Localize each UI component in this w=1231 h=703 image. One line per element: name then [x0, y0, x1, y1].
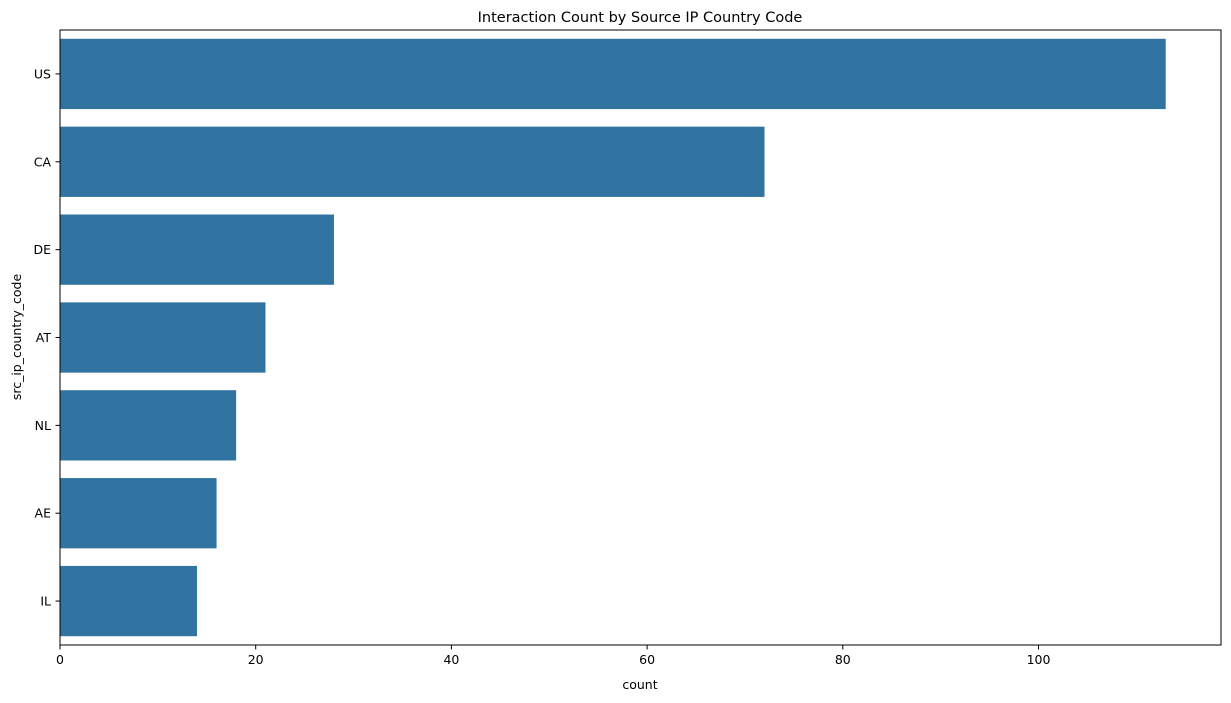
- y-tick-label: AT: [36, 330, 52, 345]
- bar-nl: [60, 390, 237, 461]
- x-axis-label: count: [622, 677, 657, 692]
- bar-il: [60, 565, 197, 637]
- bar-de: [60, 214, 334, 285]
- y-axis-label: src_ip_country_code: [9, 274, 24, 401]
- x-tick-label: 40: [443, 652, 459, 667]
- y-tick-label: DE: [33, 242, 51, 257]
- y-tick-label: AE: [35, 506, 52, 521]
- bar-ca: [60, 126, 765, 197]
- chart-title: Interaction Count by Source IP Country C…: [478, 10, 803, 26]
- bar-us: [60, 38, 1166, 110]
- x-tick-label: 60: [639, 652, 655, 667]
- x-tick-label: 100: [1027, 652, 1051, 667]
- bar-ae: [60, 478, 217, 549]
- x-tick-label: 80: [835, 652, 851, 667]
- x-tick-label: 0: [56, 652, 64, 667]
- bar-at: [60, 302, 266, 373]
- y-tick-label: US: [34, 66, 51, 81]
- x-tick-label: 20: [248, 652, 264, 667]
- y-tick-label: IL: [40, 594, 51, 609]
- axes-layer: US CA DE AT NL AE IL 0 20 40 60 80 100: [33, 29, 1222, 667]
- plot-frame: [59, 29, 1222, 646]
- y-tick-label: CA: [34, 154, 52, 169]
- bars-layer: [60, 38, 1166, 637]
- y-tick-label: NL: [35, 418, 51, 433]
